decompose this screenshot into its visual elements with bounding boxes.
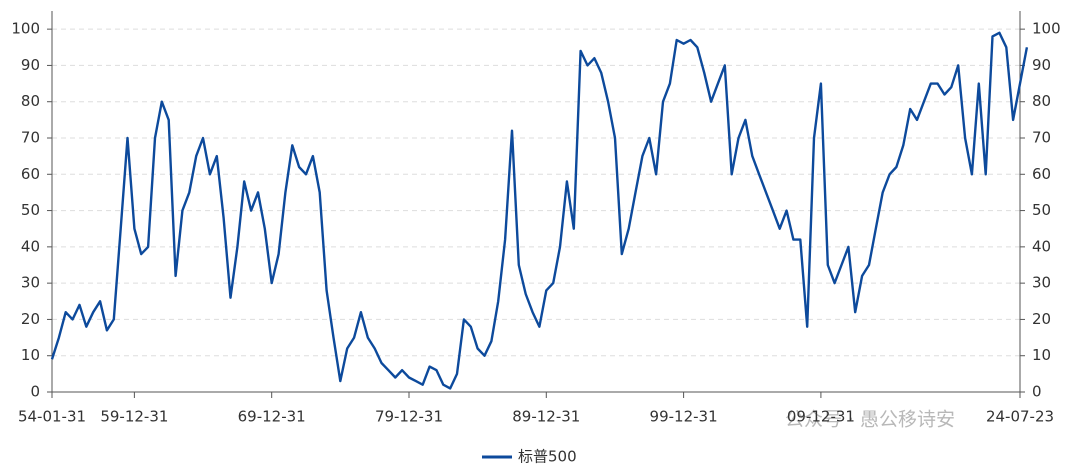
y-tick-label: 70 <box>21 129 40 147</box>
y-tick-label: 60 <box>21 165 40 183</box>
y2-tick-label: 50 <box>1032 201 1051 219</box>
y2-tick-label: 60 <box>1032 165 1051 183</box>
y-tick-label: 100 <box>11 20 40 38</box>
y2-tick-label: 90 <box>1032 56 1051 74</box>
x-tick-label: 99-12-31 <box>650 408 718 426</box>
x-tick-label: 59-12-31 <box>100 408 168 426</box>
y-tick-label: 90 <box>21 56 40 74</box>
watermark: 公众号 · 愚公移诗安 <box>785 409 955 431</box>
x-tick-label: 69-12-31 <box>238 408 306 426</box>
y-tick-label: 80 <box>21 92 40 110</box>
y2-tick-label: 10 <box>1032 346 1051 364</box>
y-tick-label: 50 <box>21 201 40 219</box>
y2-tick-label: 0 <box>1032 383 1042 401</box>
y-tick-label: 10 <box>21 346 40 364</box>
y-tick-label: 30 <box>21 274 40 292</box>
x-tick-label: 24-07-23 <box>986 408 1054 426</box>
y2-tick-label: 40 <box>1032 237 1051 255</box>
y-tick-label: 20 <box>21 310 40 328</box>
y2-tick-label: 80 <box>1032 92 1051 110</box>
x-tick-label: 09-12-31 <box>787 408 855 426</box>
x-tick-label: 79-12-31 <box>375 408 443 426</box>
legend-label: 标普500 <box>518 448 577 466</box>
y-tick-label: 0 <box>30 383 40 401</box>
y2-tick-label: 100 <box>1032 20 1061 38</box>
line-series <box>50 31 1029 390</box>
y-tick-label: 40 <box>21 237 40 255</box>
y2-tick-label: 30 <box>1032 274 1051 292</box>
y2-tick-label: 70 <box>1032 129 1051 147</box>
y2-tick-label: 20 <box>1032 310 1051 328</box>
x-tick-label: 54-01-31 <box>18 408 86 426</box>
x-tick-label: 89-12-31 <box>512 408 580 426</box>
